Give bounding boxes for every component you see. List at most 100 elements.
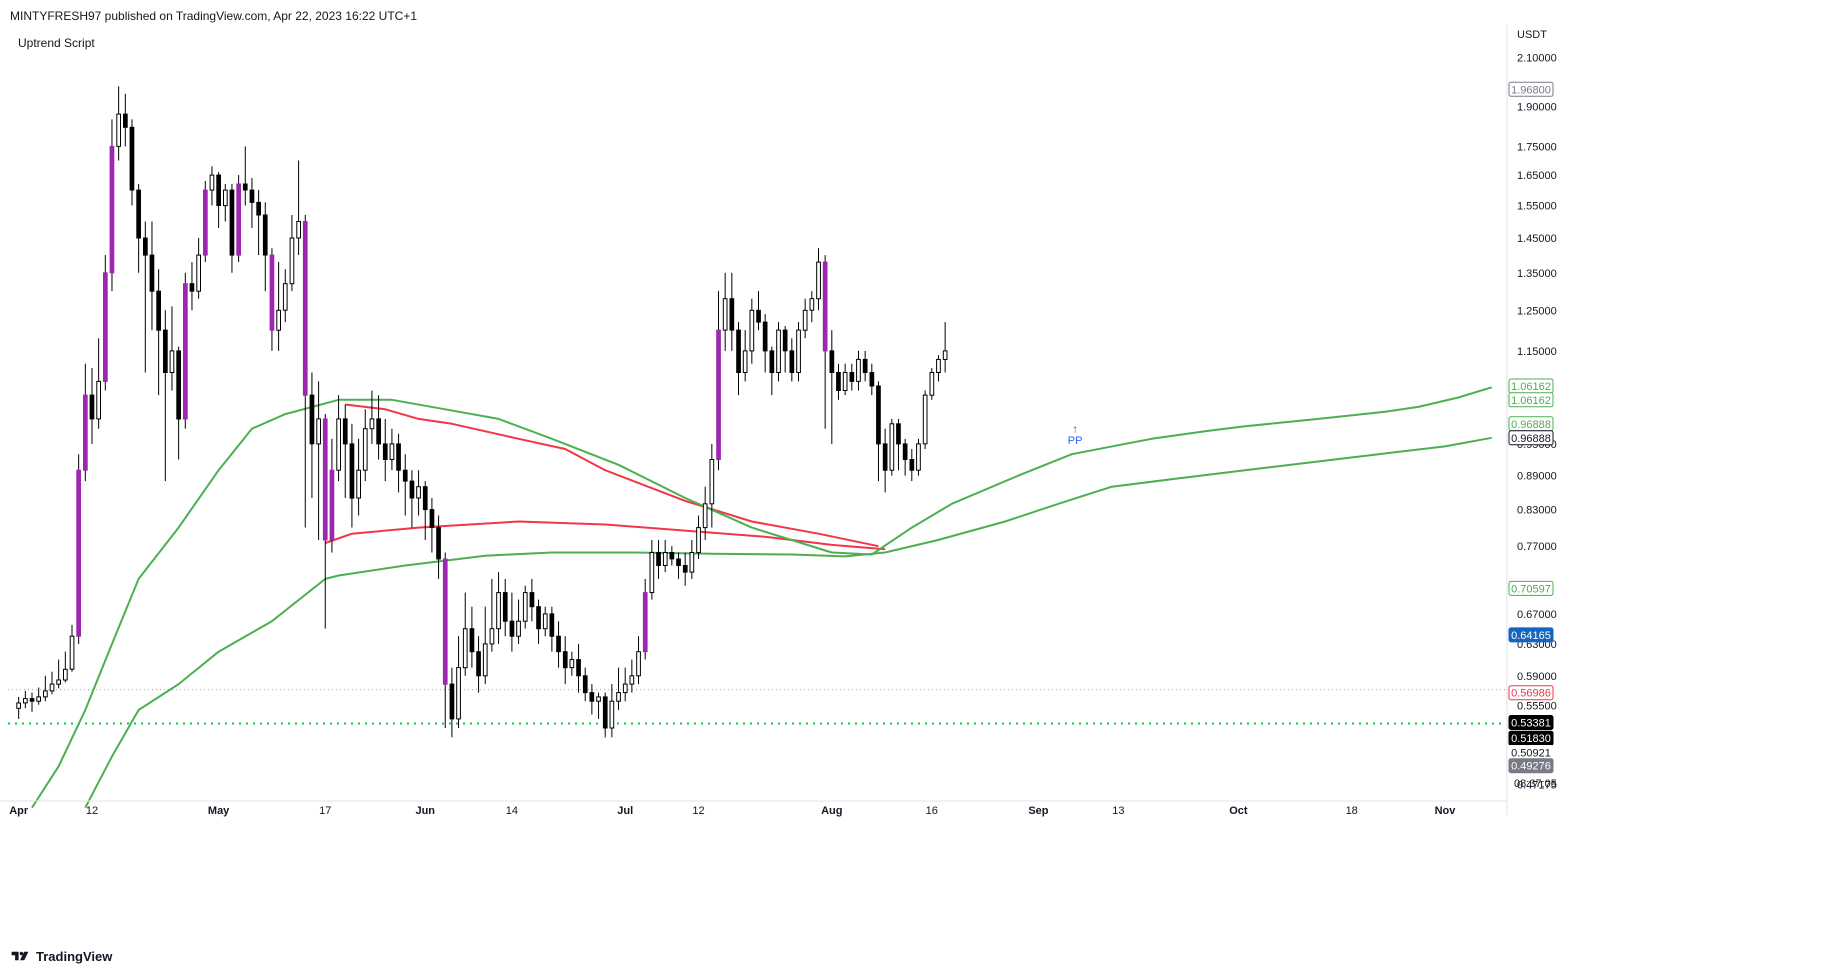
price-tag-label: 1.96800 [1511, 84, 1551, 96]
price-tag-box [1508, 392, 1554, 408]
candle-body [922, 394, 928, 445]
candle-body [176, 350, 182, 420]
candle-body [669, 552, 675, 560]
candle [276, 262, 281, 351]
price-tag-label: 0.51830 [1511, 733, 1551, 745]
price-tag-label: 0.96888 [1511, 433, 1551, 445]
candle [549, 606, 555, 652]
candle-body [302, 221, 308, 396]
candle-body [756, 309, 761, 323]
candle [476, 636, 481, 693]
candle-body [856, 358, 861, 382]
candle [682, 552, 688, 586]
price-tag-label: 0.56986 [1511, 688, 1551, 700]
candle-body [143, 237, 148, 256]
candle [796, 322, 801, 382]
candle [16, 696, 21, 719]
y-tick-label: 0.55500 [1517, 701, 1557, 713]
candle [236, 175, 242, 263]
price-tag-label: 1.06162 [1511, 395, 1551, 407]
ma-line-1 [324, 520, 886, 551]
candle-body [436, 527, 441, 560]
candle-body [129, 126, 135, 191]
candle-body [76, 469, 82, 637]
candle-body [629, 675, 635, 685]
candle [396, 433, 401, 493]
candle-body [596, 696, 601, 702]
candle-body [882, 443, 888, 471]
candle [249, 178, 255, 229]
candle [289, 215, 295, 292]
candle [336, 395, 341, 482]
price-tag-box [1508, 627, 1554, 643]
candle-body [609, 700, 615, 729]
candle [196, 237, 202, 299]
price-tag: 0.96888 [1508, 416, 1554, 432]
y-tick-label: 0.77000 [1517, 541, 1557, 553]
candle [702, 486, 708, 540]
candle-body [562, 651, 568, 669]
candle-body [516, 620, 521, 637]
x-tick-label: Sep [1028, 805, 1048, 817]
candle-body [869, 372, 875, 387]
candle [602, 692, 608, 738]
candle [129, 119, 135, 206]
candle-body [136, 189, 142, 239]
candle-body [722, 298, 728, 331]
candle-body [242, 183, 248, 191]
candle [389, 428, 395, 471]
candle-body [203, 189, 208, 256]
candle [189, 262, 195, 311]
time-tag-label: 08:37:05 [1514, 778, 1557, 790]
tradingview-brand: TradingView [36, 948, 113, 964]
price-tag: 0.70597 [1508, 580, 1554, 596]
candle-body [89, 394, 95, 420]
candle [169, 306, 175, 391]
candle [342, 404, 348, 499]
candle [482, 606, 488, 685]
price-tag-box [1508, 685, 1554, 701]
candle-body [276, 309, 281, 331]
candle-body [702, 503, 708, 529]
candle [29, 692, 35, 712]
candle [756, 291, 761, 331]
candle-body [716, 329, 721, 460]
candle-body [429, 509, 435, 529]
candle-body [356, 469, 361, 499]
candle [462, 592, 468, 676]
candle [302, 215, 308, 528]
candle-body [382, 443, 388, 460]
candle-body [529, 592, 535, 608]
candle-body [456, 667, 461, 720]
y-tick-label: 0.83000 [1517, 505, 1557, 517]
candle-body [849, 372, 855, 382]
y-tick-label: 1.90000 [1517, 101, 1557, 113]
candle-body [809, 298, 815, 311]
ma-line-2 [345, 403, 879, 548]
candle [203, 181, 208, 263]
x-tick-label: 12 [86, 805, 98, 817]
candle-body [163, 329, 168, 374]
candle [882, 428, 888, 493]
candle-body [749, 309, 755, 352]
ma-line-4 [84, 436, 1492, 809]
candle [209, 166, 215, 206]
candle [89, 368, 95, 444]
candle-body [889, 423, 895, 471]
price-tag: 0.53381 [1508, 715, 1554, 730]
x-tick-label: 17 [319, 805, 331, 817]
candle [429, 498, 435, 553]
candlestick-chart[interactable]: ↑PP USDT 2.10000 1.90000 1.75000 1.65000 1.55… [0, 25, 1846, 949]
candle [636, 636, 641, 685]
candle [23, 690, 28, 709]
candle-body [576, 659, 581, 677]
candle [589, 684, 595, 715]
tradingview-footer[interactable]: TradingView [10, 946, 112, 966]
candle-body [109, 145, 115, 274]
candle [722, 272, 728, 351]
candle-body [602, 696, 608, 729]
candle-body [409, 480, 415, 499]
price-tag-box [1508, 715, 1554, 730]
chart-area[interactable]: ↑ PP USDT 2.10000 1.90000 1.75000 1.65000 1.55… [0, 25, 1846, 949]
candle [662, 539, 668, 573]
